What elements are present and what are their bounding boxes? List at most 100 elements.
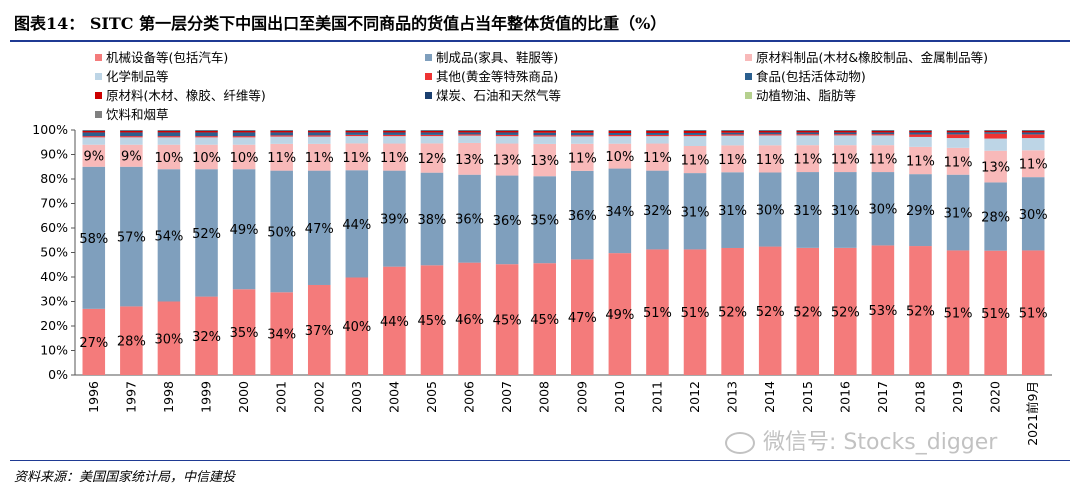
bar-segment xyxy=(646,249,669,375)
bar-segment xyxy=(909,174,932,247)
bar-segment xyxy=(157,136,181,138)
data-label: 11% xyxy=(380,151,409,166)
bar-segment xyxy=(195,296,218,375)
bar-segment xyxy=(270,130,293,133)
data-label: 11% xyxy=(906,155,935,170)
bar-segment xyxy=(307,130,331,133)
bar-segment xyxy=(533,135,556,137)
bar-segment xyxy=(909,136,932,147)
bar-segment xyxy=(495,175,519,265)
data-label: 11% xyxy=(831,153,860,168)
legend-label: 煤炭、石油和天然气等 xyxy=(436,88,562,103)
legend-swatch xyxy=(425,92,432,99)
bar-segment xyxy=(946,130,970,133)
bar-segment xyxy=(909,246,932,375)
bar-segment xyxy=(420,132,444,135)
bar-segment xyxy=(533,130,556,133)
bar-segment xyxy=(984,133,1007,139)
data-label: 47% xyxy=(305,222,334,237)
bar-segment xyxy=(82,130,106,133)
x-tick-label: 1998 xyxy=(161,381,176,413)
bar-segment xyxy=(1021,150,1045,178)
y-tick-label: 100% xyxy=(32,122,68,137)
bar-segment xyxy=(120,144,143,167)
bar-segment xyxy=(307,135,331,137)
bar-segment xyxy=(608,134,632,137)
bar-segment xyxy=(157,144,181,170)
data-label: 30% xyxy=(868,203,897,218)
data-label: 27% xyxy=(79,336,108,351)
bar-segment xyxy=(458,132,481,135)
data-label: 52% xyxy=(906,305,935,320)
data-label: 47% xyxy=(568,311,597,326)
bar-segment xyxy=(232,137,256,145)
data-label: 51% xyxy=(643,306,672,321)
bar-segment xyxy=(608,136,632,144)
data-label: 45% xyxy=(418,314,447,329)
data-label: 11% xyxy=(944,155,973,170)
y-tick-label: 80% xyxy=(40,171,68,186)
x-tick-label: 2002 xyxy=(311,381,326,413)
x-tick-label: 2006 xyxy=(462,381,477,413)
bar-segment xyxy=(834,145,857,173)
bar-segment xyxy=(270,143,293,171)
legend-item: 煤炭、石油和天然气等 xyxy=(425,88,561,104)
bar-segment xyxy=(420,143,444,173)
bar-segment xyxy=(571,170,594,260)
bar-segment xyxy=(571,136,594,144)
data-label: 11% xyxy=(681,154,710,169)
data-label: 28% xyxy=(117,335,146,350)
bar-segment xyxy=(683,146,707,174)
bar-segment xyxy=(195,144,218,170)
legend-swatch xyxy=(95,73,102,80)
bar-segment xyxy=(571,132,594,136)
bar-segment xyxy=(157,132,181,137)
bar-segment xyxy=(721,247,744,375)
data-label: 13% xyxy=(493,154,522,169)
bar-segment xyxy=(683,249,707,375)
legend-label: 制成品(家具、鞋服等) xyxy=(436,50,559,65)
bar-segment xyxy=(758,246,782,375)
data-label: 28% xyxy=(981,211,1010,226)
bar-segment xyxy=(608,168,632,254)
bar-segment xyxy=(796,172,820,248)
bar-segment xyxy=(345,130,369,133)
bar-segment xyxy=(533,143,556,177)
legend-label: 动植物油、脂肪等 xyxy=(756,88,857,103)
stacked-bar-chart: 0% 10% 20% 30% 40% 50% 60% 70% 80% 90% 100% 27% 58% 9… xyxy=(32,122,1052,446)
y-tick-label: 50% xyxy=(40,245,68,260)
bar-segment xyxy=(307,170,331,285)
bar-segment xyxy=(646,170,669,250)
bar-segment xyxy=(383,143,406,171)
bar-segment xyxy=(383,170,406,267)
bar-segment xyxy=(796,135,820,146)
legend-label: 饮料和烟草 xyxy=(106,107,169,122)
legend-label: 其他(黄金等特殊商品) xyxy=(436,69,559,84)
bar-segment xyxy=(157,301,181,375)
chart-title: 图表14： SITC 第一层分类下中国出口至美国不同商品的货值占当年整体货值的比… xyxy=(14,14,667,33)
data-label: 54% xyxy=(154,229,183,244)
legend-swatch xyxy=(425,73,432,80)
bar-segment xyxy=(608,253,632,375)
bar-segment xyxy=(232,136,256,138)
data-label: 44% xyxy=(342,218,371,233)
bar-segment xyxy=(533,136,556,144)
bar-segment xyxy=(157,137,181,145)
watermark: 微信号: Stocks_digger xyxy=(725,424,997,456)
legend-swatch xyxy=(95,92,102,99)
bar-segment xyxy=(796,145,820,173)
bar-segment xyxy=(683,130,707,133)
data-label: 32% xyxy=(192,330,221,345)
bar-segment xyxy=(82,137,106,145)
x-tick-label: 2015 xyxy=(800,381,815,413)
legend-item: 原材料制品(木材&橡胶制品、金属制品等) xyxy=(745,50,988,66)
bar-segment xyxy=(383,136,406,144)
x-tick-label: 1999 xyxy=(199,381,214,413)
legend-item: 饮料和烟草 xyxy=(95,107,169,123)
x-tick-label: 2018 xyxy=(912,381,927,413)
data-label: 10% xyxy=(154,151,183,166)
bar-segment xyxy=(232,130,256,133)
bar-segment xyxy=(721,172,744,248)
bar-segment xyxy=(195,136,218,138)
